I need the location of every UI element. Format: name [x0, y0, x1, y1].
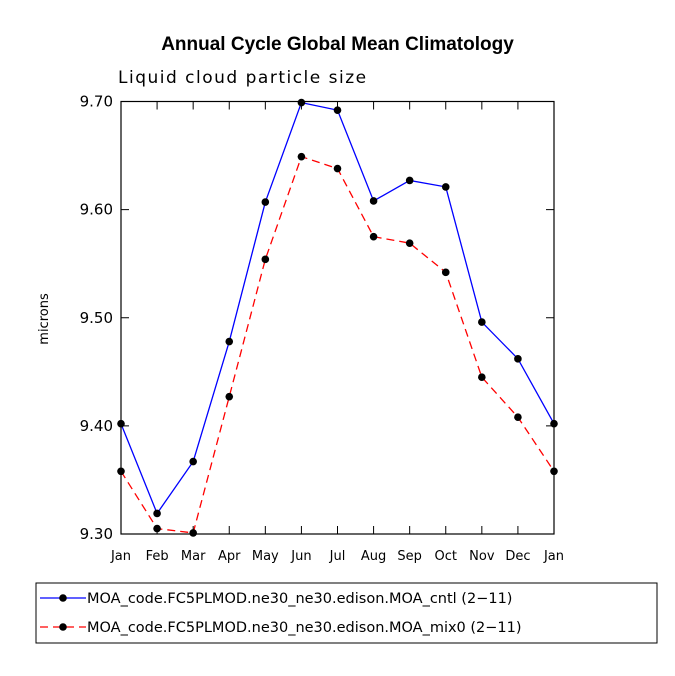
legend-box: [35, 582, 658, 644]
x-tick-label: Jul: [329, 549, 346, 564]
x-tick-label: Jun: [290, 549, 311, 564]
series-layer: [117, 98, 558, 537]
x-tick-label: Apr: [218, 549, 241, 564]
legend: MOA_code.FC5PLMOD.ne30_ne30.edison.MOA_c…: [35, 582, 658, 644]
series-1-point-12: [514, 355, 522, 363]
legend-marker-2: [59, 623, 67, 631]
y-tick-label: 9.30: [80, 525, 113, 543]
x-tick-label: Nov: [469, 549, 495, 564]
series-1-point-3: [189, 457, 197, 466]
series-1-point-8: [369, 197, 378, 205]
series-2-point-7: [333, 164, 342, 173]
series-2-point-11: [478, 373, 486, 382]
legend-label-1: MOA_code.FC5PLMOD.ne30_ne30.edison.MOA_c…: [87, 591, 512, 607]
x-tick-label: Jan: [543, 549, 564, 564]
series-line-2: [120, 155, 555, 534]
series-1-point-7: [333, 106, 342, 114]
y-tick-label: 9.60: [80, 201, 113, 219]
series-1-point-2: [153, 509, 161, 518]
series-2-point-10: [441, 268, 450, 277]
x-tick-label: Mar: [181, 549, 206, 564]
series-1-point-5: [261, 198, 270, 206]
series-2-point-9: [405, 239, 414, 247]
x-tick-label: Oct: [435, 549, 457, 564]
y-tick-label: 9.70: [80, 93, 113, 111]
series-line-1: [120, 101, 555, 515]
legend-entries: MOA_code.FC5PLMOD.ne30_ne30.edison.MOA_c…: [40, 591, 522, 636]
y-tick-label: 9.40: [80, 417, 113, 435]
x-tick-label: May: [252, 549, 279, 564]
series-2-point-8: [369, 232, 378, 241]
x-tick-label: Aug: [361, 549, 386, 564]
series-2-point-6: [297, 152, 306, 161]
legend-label-2: MOA_code.FC5PLMOD.ne30_ne30.edison.MOA_m…: [87, 620, 522, 636]
x-tick-label: Dec: [505, 549, 530, 564]
series-2-point-5: [261, 255, 270, 264]
axis-layer: Jan Feb Mar Apr May Jun Jul Aug Sep Oct Nov Dec Jan 9…: [80, 93, 564, 565]
series-1-point-11: [478, 318, 486, 326]
x-tick-label: Jan: [110, 549, 131, 564]
y-tick-label: 9.50: [80, 309, 113, 327]
x-tick-label: Sep: [397, 549, 422, 564]
chart-subtitle: Liquid cloud particle size: [118, 68, 368, 88]
y-axis-label: microns: [37, 293, 52, 345]
legend-marker-1: [59, 594, 67, 602]
series-1-point-9: [405, 176, 414, 185]
x-tick-label: Feb: [146, 549, 169, 564]
series-1-point-10: [441, 183, 450, 191]
series-2-point-4: [225, 392, 234, 401]
series-2-point-12: [514, 413, 522, 422]
chart-title: Annual Cycle Global Mean Climatology: [161, 34, 514, 55]
series-1-point-4: [225, 337, 234, 346]
